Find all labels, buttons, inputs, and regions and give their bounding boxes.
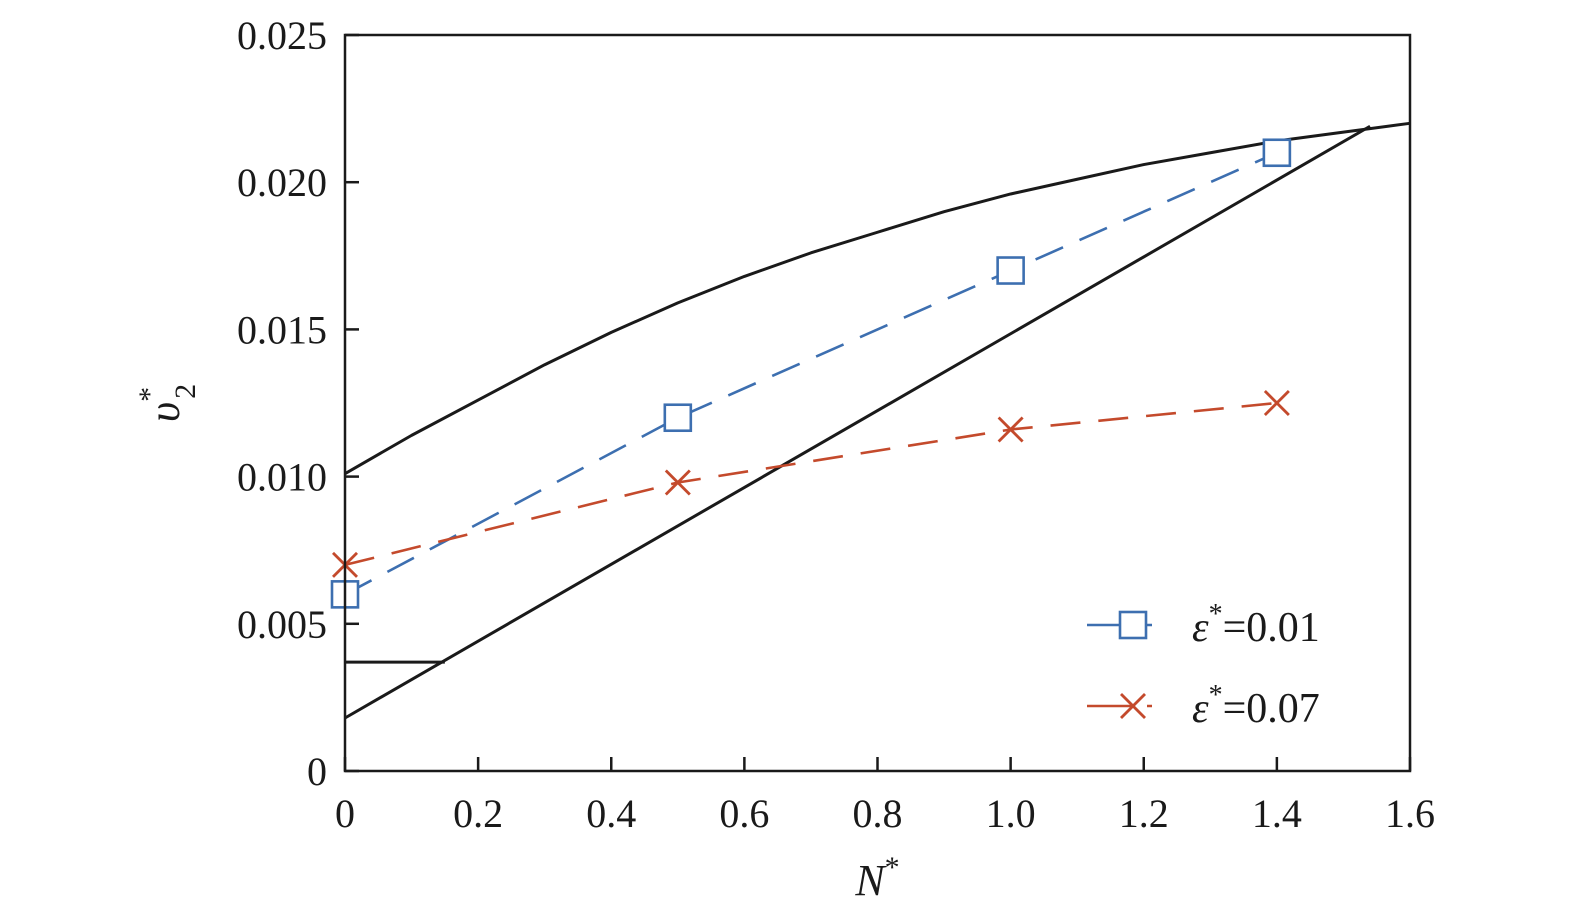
legend-sup-1: * xyxy=(1209,680,1223,711)
x-tick-label-7: 1.4 xyxy=(1252,791,1302,836)
boundary-curves xyxy=(344,121,1411,720)
y-axis-label: υ* 2 xyxy=(133,384,202,422)
y-tick-label-1: 0.005 xyxy=(237,602,327,647)
axis-ticks xyxy=(343,33,1412,773)
x-tick-label-5: 1.0 xyxy=(986,791,1036,836)
data-series xyxy=(330,138,1292,609)
y-tick-label-3: 0.015 xyxy=(237,307,327,352)
y-axis-label-main: υ xyxy=(140,402,189,422)
x-tick-label-8: 1.6 xyxy=(1385,791,1435,836)
legend-marker-1 xyxy=(1120,693,1146,719)
legend-label-0: ε*=0.01 xyxy=(1192,599,1320,651)
series-1-point-3 xyxy=(1263,390,1290,416)
legend-item-1: ε*=0.07 xyxy=(1087,680,1320,732)
x-axis-label-sup: * xyxy=(885,851,900,884)
legend-sup-0: * xyxy=(1209,599,1223,630)
x-tick-label-1: 0.2 xyxy=(453,791,503,836)
y-tick-label-5: 0.025 xyxy=(237,13,327,58)
x-tick-label-6: 1.2 xyxy=(1119,791,1169,836)
x-axis-label: N* xyxy=(854,851,899,905)
legend-symbol-0: ε xyxy=(1192,605,1209,651)
y-axis-label-sup: * xyxy=(133,387,166,402)
boundary-lower-line xyxy=(344,124,1371,720)
y-tick-label-4: 0.020 xyxy=(237,160,327,205)
y-axis-label-sub: 2 xyxy=(169,384,202,399)
series-1-point-1 xyxy=(664,469,691,496)
series-0 xyxy=(330,138,1292,609)
legend-symbol-1: ε xyxy=(1192,686,1209,732)
series-0-point-1 xyxy=(663,403,693,433)
series-1-line xyxy=(344,401,1278,567)
axis-tick-labels: 0 0.2 0.4 0.6 0.8 1.0 1.2 1.4 1.6 0 0.005 0.010 0.01… xyxy=(237,13,1435,836)
legend: ε*=0.01ε*=0.07 xyxy=(1087,599,1320,732)
x-tick-label-0: 0 xyxy=(335,791,355,836)
x-tick-label-2: 0.4 xyxy=(586,791,636,836)
x-tick-label-3: 0.6 xyxy=(719,791,769,836)
boundary-upper-curve xyxy=(344,121,1411,475)
series-0-point-3 xyxy=(1262,138,1292,168)
legend-item-0: ε*=0.01 xyxy=(1087,599,1320,651)
y-tick-label-0: 0 xyxy=(307,749,327,794)
y-tick-label-2: 0.010 xyxy=(237,455,327,500)
series-1 xyxy=(332,390,1290,578)
legend-value-1: =0.07 xyxy=(1223,686,1320,732)
legend-label-1: ε*=0.07 xyxy=(1192,680,1320,732)
x-axis-label-main: N xyxy=(854,856,887,905)
x-tick-label-4: 0.8 xyxy=(853,791,903,836)
legend-value-0: =0.01 xyxy=(1223,605,1320,651)
series-0-point-2 xyxy=(996,256,1025,285)
legend-marker-0 xyxy=(1118,610,1148,640)
series-1-point-2 xyxy=(997,416,1024,443)
svg-text:υ*2: υ* 2 xyxy=(133,384,202,422)
series-0-line xyxy=(344,151,1278,596)
